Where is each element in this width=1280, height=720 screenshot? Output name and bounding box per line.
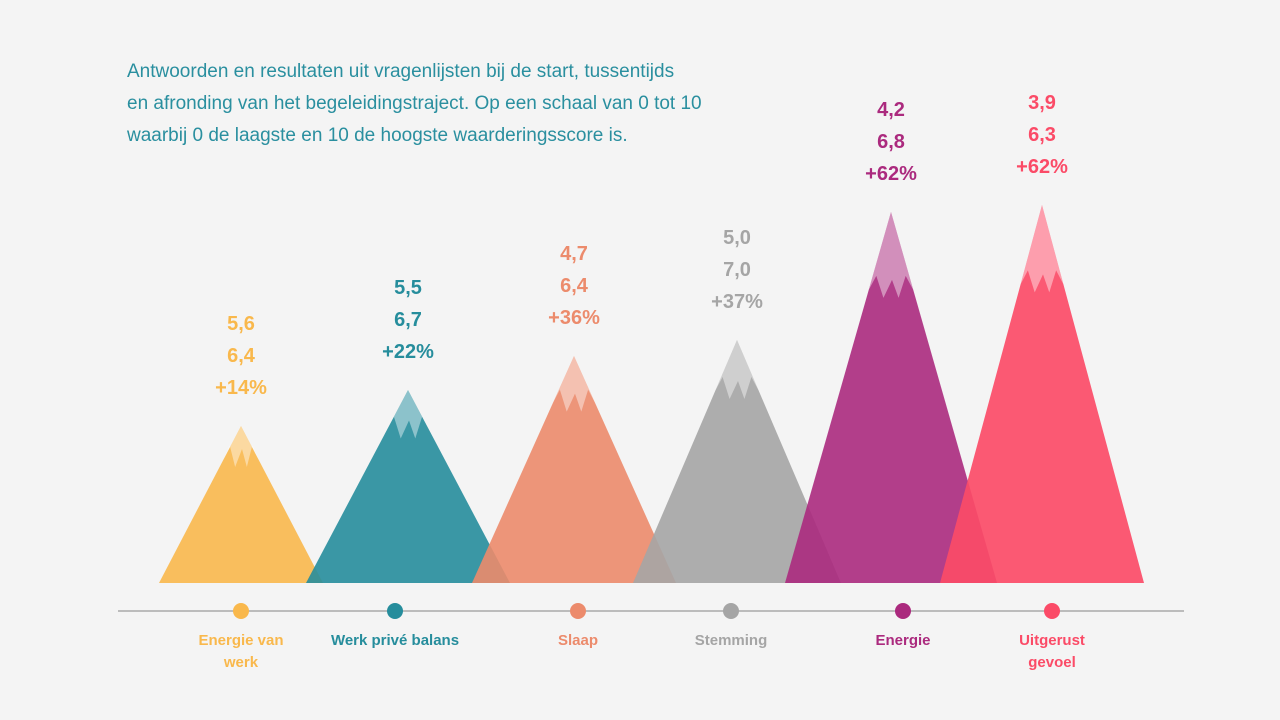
mountain-body	[472, 356, 676, 583]
mountain-1	[159, 426, 323, 583]
category-dot-5	[895, 603, 911, 619]
category-dot-2	[387, 603, 403, 619]
end-value-4: 7,0	[723, 259, 751, 281]
category-label-6: gevoel	[1028, 654, 1076, 671]
mountain-body	[633, 340, 841, 583]
mountain-body	[306, 390, 510, 583]
category-label-6: Uitgerust	[1019, 632, 1085, 649]
category-label-2: Werk privé balans	[331, 632, 459, 649]
snow-cap	[715, 340, 759, 400]
mountain-body	[940, 205, 1144, 583]
snow-cap	[386, 390, 430, 439]
snow-cap	[1020, 205, 1064, 293]
change-value-1: +14%	[215, 377, 267, 399]
intro-line-1: Antwoorden en resultaten uit vragenlijst…	[127, 61, 675, 82]
start-value-4: 5,0	[723, 227, 751, 249]
category-label-5: Energie	[875, 632, 930, 649]
intro-line-2: en afronding van het begeleidingstraject…	[127, 93, 702, 114]
intro-line-3: waarbij 0 de laagste en 10 de hoogste wa…	[127, 125, 628, 146]
start-value-2: 5,5	[394, 277, 422, 299]
category-dot-6	[1044, 603, 1060, 619]
category-dot-4	[723, 603, 739, 619]
change-value-5: +62%	[865, 163, 917, 185]
snow-cap	[223, 426, 259, 467]
labels-layer: 5,6 6,4 +14% Energie van werk 5,5 6,7 +22% Werk …	[198, 92, 1084, 671]
category-dot-3	[570, 603, 586, 619]
mountain-body	[159, 426, 323, 583]
end-value-6: 6,3	[1028, 124, 1056, 146]
category-label-3: Slaap	[558, 632, 598, 649]
intro-text: Antwoorden en resultaten uit vragenlijst…	[127, 56, 827, 152]
change-value-2: +22%	[382, 341, 434, 363]
mountain-6	[940, 205, 1144, 583]
snow-cap	[868, 212, 914, 298]
category-label-1: werk	[223, 654, 259, 671]
category-dot-1	[233, 603, 249, 619]
mountain-body	[785, 212, 997, 583]
end-value-3: 6,4	[560, 275, 589, 297]
change-value-3: +36%	[548, 307, 600, 329]
change-value-4: +37%	[711, 291, 763, 313]
mountain-2	[306, 390, 510, 583]
mountain-4	[633, 340, 841, 583]
mountains-layer	[159, 205, 1144, 583]
mountain-5	[785, 212, 997, 583]
start-value-5: 4,2	[877, 99, 905, 121]
end-value-2: 6,7	[394, 309, 422, 331]
snow-cap	[552, 356, 596, 412]
category-label-1: Energie van	[198, 632, 283, 649]
change-value-6: +62%	[1016, 156, 1068, 178]
end-value-5: 6,8	[877, 131, 905, 153]
category-label-4: Stemming	[695, 632, 768, 649]
start-value-3: 4,7	[560, 243, 588, 265]
end-value-1: 6,4	[227, 345, 256, 367]
start-value-6: 3,9	[1028, 92, 1056, 114]
mountain-3	[472, 356, 676, 583]
start-value-1: 5,6	[227, 313, 255, 335]
